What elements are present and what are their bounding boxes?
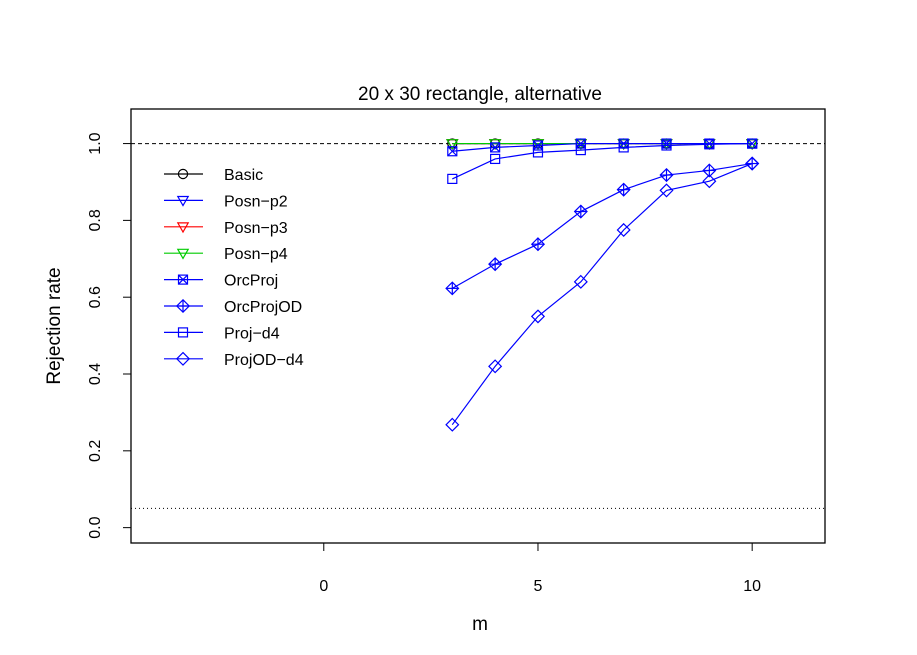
legend-marker-7	[175, 351, 191, 366]
y-tick-label-1: 0.2	[87, 440, 104, 462]
legend-label-1: Posn−p2	[224, 193, 288, 210]
legend-marker-1	[176, 195, 190, 207]
series-5-point-0	[445, 281, 460, 296]
series-7-point-7	[745, 156, 760, 171]
series-7-point-6	[702, 174, 717, 189]
series-7-point-0	[445, 417, 460, 432]
series-line-6	[452, 142, 753, 180]
series-5-point-5	[659, 168, 674, 183]
x-tick-label-0: 0	[319, 578, 328, 595]
chart-title: 20 x 30 rectangle, alternative	[358, 84, 602, 105]
y-tick-label-5: 1.0	[87, 132, 104, 154]
legend-label-2: Posn−p3	[224, 220, 288, 237]
x-axis-label: m	[472, 614, 488, 635]
series-4-point-1	[490, 142, 501, 153]
legend-marker-4	[177, 274, 189, 285]
legend-marker-5	[175, 298, 191, 314]
series-6-point-0	[447, 173, 458, 185]
series-6-point-2	[532, 147, 544, 158]
legend-label-0: Basic	[224, 167, 263, 184]
legend-label-7: ProjOD−d4	[224, 352, 304, 369]
series-6-point-5	[661, 140, 672, 151]
series-7-point-5	[659, 183, 674, 198]
series-3-point-2	[531, 139, 545, 150]
legend-marker-3	[176, 248, 190, 260]
legend-item-3: Posn−p4	[164, 246, 288, 263]
y-axis-label: Rejection rate	[44, 267, 65, 384]
series-4-point-0	[447, 146, 458, 157]
legend-item-7: ProjOD−d4	[164, 351, 304, 369]
series-5-point-1	[488, 257, 503, 272]
series-5-point-2	[530, 237, 546, 252]
series-6-point-4	[618, 142, 629, 153]
legend-item-2: Posn−p3	[164, 220, 288, 237]
series-6-point-1	[490, 153, 501, 165]
series-7-point-2	[530, 309, 546, 324]
legend-item-0: Basic	[164, 167, 263, 184]
series-7-point-3	[573, 274, 588, 289]
legend-item-6: Proj−d4	[164, 325, 280, 342]
legend-marker-2	[176, 222, 190, 234]
y-tick-label-3: 0.6	[87, 286, 104, 308]
series-7	[445, 156, 760, 432]
x-tick-label-2: 10	[743, 578, 761, 595]
legend-label-5: OrcProjOD	[224, 299, 302, 316]
legend-item-5: OrcProjOD	[164, 298, 302, 316]
legend-marker-6	[177, 327, 189, 338]
series-4-point-3	[575, 138, 586, 149]
y-tick-label-4: 0.8	[87, 209, 104, 231]
series-6	[447, 138, 758, 185]
series-7-point-1	[488, 359, 503, 374]
y-tick-label-2: 0.4	[87, 363, 104, 385]
series-6-point-7	[747, 138, 758, 149]
y-tick-label-0: 0.0	[87, 516, 104, 538]
series-layer	[445, 138, 760, 432]
legend-item-1: Posn−p2	[164, 193, 288, 210]
series-7-point-4	[616, 222, 631, 238]
series-line-7	[451, 162, 753, 426]
y-axis: 0.0 0.2 0.4 0.6 0.8 1.0	[87, 132, 131, 539]
legend-label-3: Posn−p4	[224, 246, 288, 263]
x-axis: 0 5 10	[319, 543, 761, 595]
legend-label-6: Proj−d4	[224, 325, 280, 342]
series-5-point-4	[616, 182, 631, 197]
series-5	[445, 156, 760, 296]
legend-label-4: OrcProj	[224, 273, 278, 290]
series-5-point-3	[573, 204, 588, 219]
series-6-point-3	[575, 144, 586, 156]
plot-box	[130, 108, 826, 544]
x-tick-label-1: 5	[534, 578, 543, 595]
series-line-4	[452, 142, 753, 152]
series-line-5	[452, 162, 753, 289]
legend-item-4: OrcProj	[164, 273, 278, 290]
legend-marker-0	[177, 168, 189, 180]
series-3-point-0	[446, 139, 459, 150]
legend: Basic Posn−p2 Posn−p3 Posn−p4 OrcProj OrcProj…	[164, 167, 304, 369]
series-6-point-6	[704, 139, 715, 150]
